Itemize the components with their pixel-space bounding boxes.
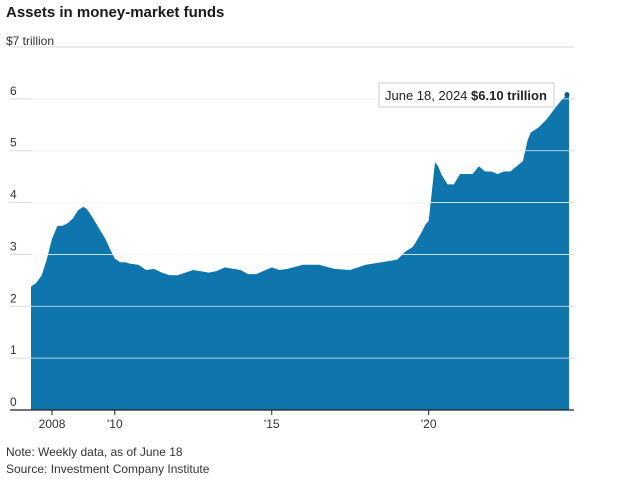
annotation-value: $6.10 trillion	[471, 88, 547, 103]
area-series	[31, 93, 569, 410]
y-tick-label-5: 5	[10, 136, 17, 150]
y-axis-unit-label: $7 trillion	[6, 34, 55, 48]
annotation-box	[378, 82, 555, 108]
annotation: June 18, 2024 $6.10 trillion	[378, 82, 570, 108]
x-tick-label-'20: '20	[421, 417, 437, 431]
y-tick-label-2: 2	[10, 291, 17, 305]
x-tick-label-'15: '15	[264, 417, 280, 431]
axes	[10, 409, 574, 415]
y-tick-label-3: 3	[10, 239, 17, 253]
annotation-date: June 18, 2024	[385, 88, 471, 103]
y-tick-label-0: 0	[10, 395, 17, 409]
footer-note: Note: Weekly data, as of June 18	[6, 445, 183, 459]
annotation-point	[564, 92, 570, 98]
chart-title: Assets in money-market funds	[6, 4, 225, 21]
y-tick-label-1: 1	[10, 343, 17, 357]
tick-labels: 0 1 2 3 4 5 6 2008 '10 '15 '20	[10, 84, 437, 431]
y-tick-label-6: 6	[10, 84, 17, 98]
x-tick-label-2008: 2008	[39, 417, 66, 431]
assets-area	[31, 93, 569, 410]
footer-source: Source: Investment Company Institute	[6, 462, 210, 476]
y-tick-label-4: 4	[10, 188, 17, 202]
x-tick-label-'10: '10	[107, 417, 123, 431]
annotation-label: June 18, 2024 $6.10 trillion	[385, 88, 547, 103]
